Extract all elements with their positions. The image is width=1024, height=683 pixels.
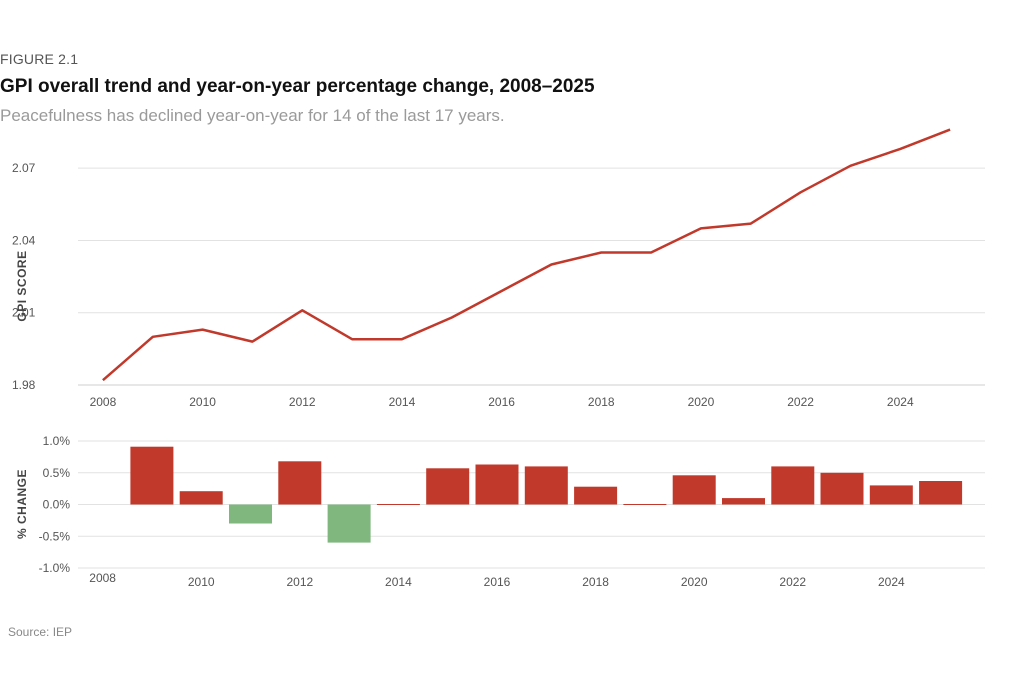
bar-x-tick-label: 2010 — [188, 575, 215, 589]
source-note: Source: IEP — [8, 625, 73, 639]
percent-change-bar — [672, 475, 716, 505]
percent-change-bar — [426, 468, 470, 505]
line-x-tick-label: 2024 — [887, 395, 914, 409]
bar-y-tick-label: 0.5% — [43, 466, 71, 480]
percent-change-panel: 1.0%0.5%0.0%-0.5%-1.0% 2008 2010 2012 2014 2… — [15, 434, 985, 589]
percent-change-bar — [820, 472, 864, 505]
line-x-tick-label: 2012 — [289, 395, 316, 409]
percent-change-bar — [130, 446, 174, 505]
percent-change-bar — [869, 485, 913, 505]
bar-y-tick-label: 0.0% — [43, 498, 71, 512]
percent-change-bar — [179, 491, 223, 505]
line-x-tick-labels: 2008 2010 2012 2014 2016 2018 2020 2022 2024 — [90, 395, 914, 409]
percent-change-bar — [475, 464, 519, 505]
bar-y-axis-title: % CHANGE — [15, 469, 29, 539]
bar-x-tick-label: 2018 — [582, 575, 609, 589]
line-y-axis-title: GPI SCORE — [15, 250, 29, 321]
bar-x-tick-label: 2008 — [89, 571, 116, 585]
line-x-tick-label: 2014 — [389, 395, 416, 409]
gpi-score-panel: 1.98 2.01 2.04 2.07 2008 2010 2012 2014 2016 201… — [12, 128, 985, 409]
line-x-tick-label: 2010 — [189, 395, 216, 409]
percent-change-bar — [327, 504, 371, 543]
percent-change-bar — [722, 498, 765, 505]
bar-y-tick-label: 1.0% — [43, 434, 71, 448]
bar-x-tick-labels: 2008 2010 2012 2014 2016 2018 2020 2022 2024 — [89, 571, 905, 589]
percent-change-bar — [919, 481, 963, 505]
line-y-tick-labels: 1.98 2.01 2.04 2.07 — [12, 161, 36, 392]
bar-x-tick-label: 2014 — [385, 575, 412, 589]
line-x-tick-label: 2016 — [488, 395, 515, 409]
line-y-tick-label: 2.04 — [12, 233, 36, 247]
figure-label: FIGURE 2.1 — [0, 51, 79, 67]
line-x-tick-label: 2022 — [787, 395, 814, 409]
percent-change-bar — [771, 466, 815, 505]
percent-change-bar — [574, 486, 618, 505]
percent-change-bars — [130, 446, 963, 543]
percent-change-bar — [278, 461, 322, 505]
line-x-tick-label: 2018 — [588, 395, 615, 409]
line-y-tick-label: 2.07 — [12, 161, 36, 175]
chart-subtitle: Peacefulness has declined year-on-year f… — [0, 106, 505, 125]
line-grid — [78, 167, 985, 386]
bar-x-tick-label: 2016 — [484, 575, 511, 589]
bar-y-tick-label: -1.0% — [39, 561, 71, 575]
chart-title: GPI overall trend and year-on-year perce… — [0, 76, 595, 97]
bar-x-tick-label: 2012 — [286, 575, 313, 589]
percent-change-bar — [229, 504, 272, 524]
bar-y-tick-labels: 1.0% 0.5% 0.0% -0.5% -1.0% — [39, 434, 71, 575]
bar-x-tick-label: 2022 — [779, 575, 806, 589]
gpi-score-line — [102, 128, 951, 382]
bar-x-tick-label: 2024 — [878, 575, 905, 589]
percent-change-bar — [524, 466, 568, 505]
bar-y-tick-label: -0.5% — [39, 529, 71, 543]
line-x-tick-label: 2008 — [90, 395, 117, 409]
line-y-tick-label: 1.98 — [12, 378, 36, 392]
line-x-tick-label: 2020 — [688, 395, 715, 409]
bar-x-tick-label: 2020 — [681, 575, 708, 589]
line-y-tick-label: 2.01 — [12, 306, 36, 320]
